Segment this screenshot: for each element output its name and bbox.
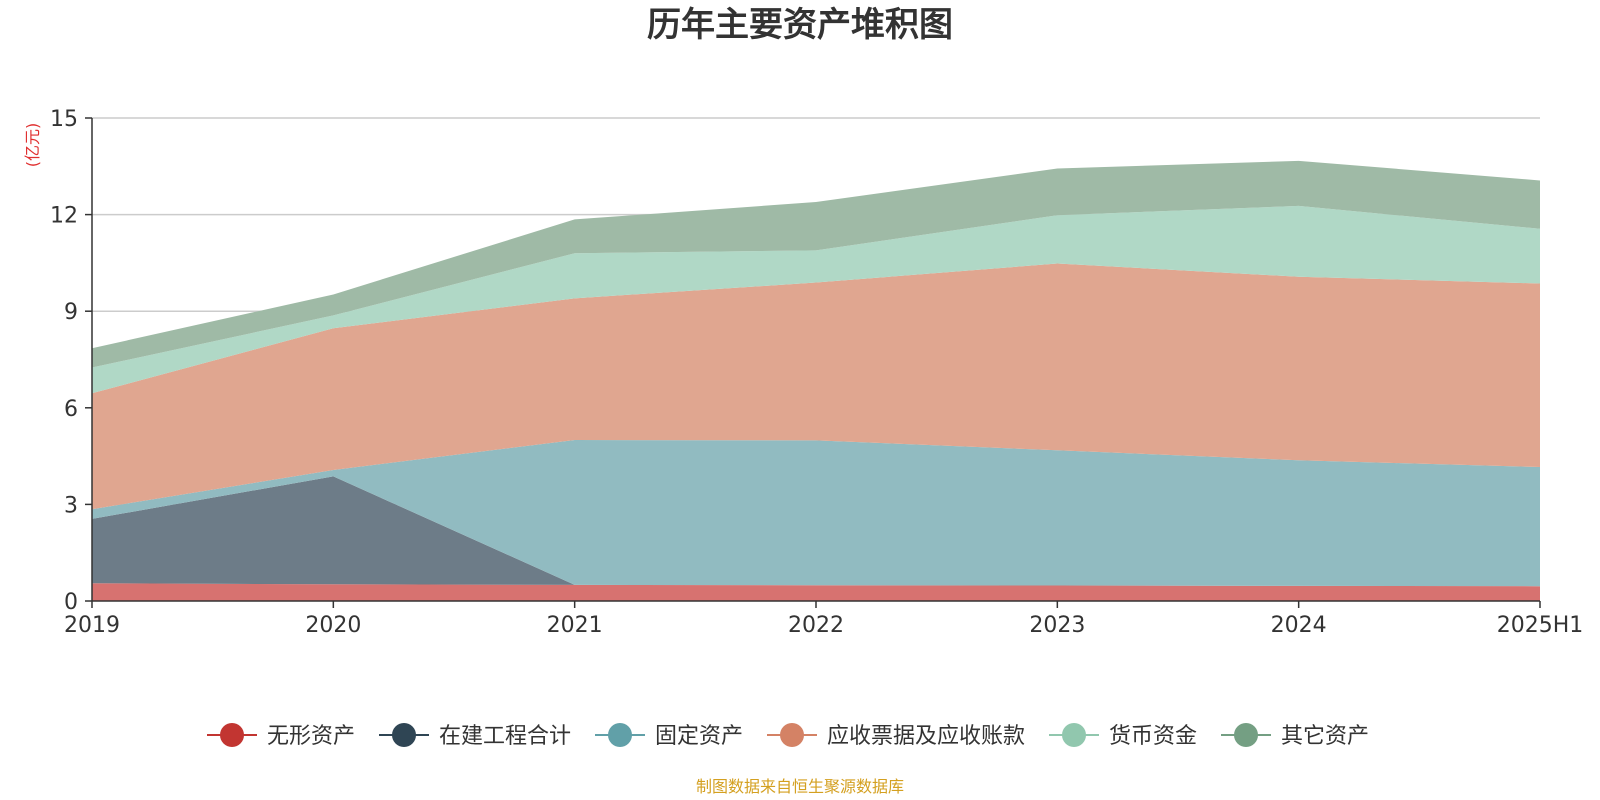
legend-marker-icon [220, 723, 244, 747]
y-axis-unit: (亿元) [23, 123, 42, 168]
series-areas [92, 160, 1540, 601]
chart-title: 历年主要资产堆积图 [647, 5, 953, 45]
y-tick-label: 6 [64, 397, 78, 422]
legend-label: 其它资产 [1281, 724, 1369, 749]
area-series-1 [92, 583, 1540, 601]
area-series-6 [92, 160, 1540, 368]
x-tick-labels: 2019 2020 2021 2022 2023 2024 2025H1 [64, 601, 1583, 638]
legend-label: 货币资金 [1109, 724, 1197, 749]
y-tick-label: 15 [50, 107, 78, 132]
x-tick-label: 2023 [1029, 613, 1085, 638]
area-series-4 [92, 263, 1540, 510]
y-tick-labels: 0 3 6 9 12 15 [50, 107, 92, 615]
x-tick-label: 2021 [547, 613, 603, 638]
legend: 无形资产 在建工程合计 固定资产 应收票据及应收账款 货币资金 其它资产 [207, 723, 1369, 749]
data-source-note: 制图数据来自恒生聚源数据库 [696, 777, 904, 796]
area-series-3 [92, 440, 1540, 587]
legend-item-5[interactable]: 货币资金 [1049, 723, 1197, 749]
y-tick-label: 9 [64, 300, 78, 325]
legend-marker-icon [1062, 723, 1086, 747]
legend-label: 在建工程合计 [439, 724, 571, 749]
x-tick-label: 2024 [1271, 613, 1327, 638]
y-tick-label: 12 [50, 204, 78, 229]
legend-marker-icon [608, 723, 632, 747]
legend-item-2[interactable]: 在建工程合计 [379, 723, 571, 749]
legend-marker-icon [392, 723, 416, 747]
y-tick-label: 3 [64, 493, 78, 518]
legend-item-6[interactable]: 其它资产 [1221, 723, 1369, 749]
legend-label: 固定资产 [655, 724, 743, 749]
area-series-2 [92, 476, 1540, 587]
legend-label: 应收票据及应收账款 [827, 724, 1025, 749]
area-series-5 [92, 205, 1540, 394]
legend-label: 无形资产 [267, 724, 355, 749]
legend-item-1[interactable]: 无形资产 [207, 723, 355, 749]
x-tick-label: 2025H1 [1497, 613, 1584, 638]
x-tick-label: 2019 [64, 613, 120, 638]
legend-item-4[interactable]: 应收票据及应收账款 [767, 723, 1025, 749]
legend-marker-icon [1234, 723, 1258, 747]
x-tick-label: 2020 [305, 613, 361, 638]
legend-item-3[interactable]: 固定资产 [595, 723, 743, 749]
x-tick-label: 2022 [788, 613, 844, 638]
y-tick-label: 0 [64, 590, 78, 615]
legend-marker-icon [780, 723, 804, 747]
